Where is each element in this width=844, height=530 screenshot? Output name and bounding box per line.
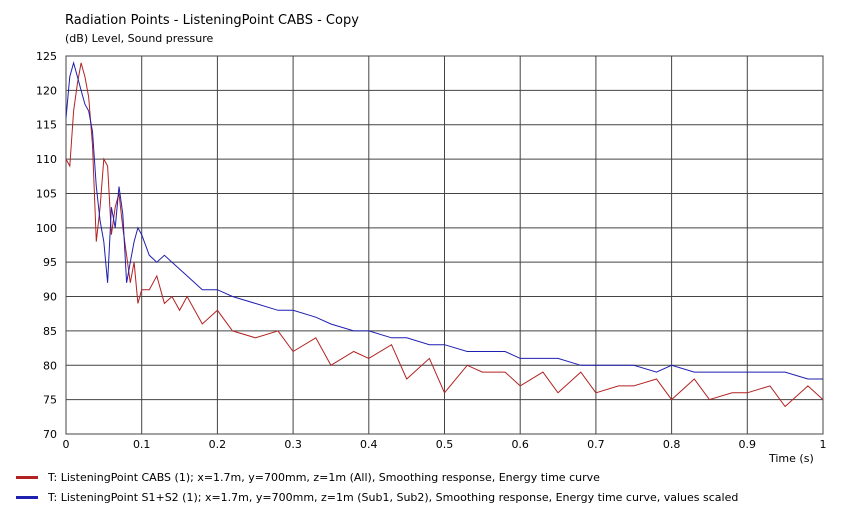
- y-tick-label: 95: [43, 256, 57, 269]
- x-tick-label: 0.3: [284, 438, 302, 451]
- x-tick-label: 0.1: [133, 438, 151, 451]
- y-axis-label: (dB) Level, Sound pressure: [65, 32, 214, 45]
- y-tick-label: 115: [36, 119, 57, 132]
- y-tick-label: 70: [43, 428, 57, 441]
- y-tick-label: 110: [36, 153, 57, 166]
- legend-swatch-2: [16, 496, 38, 499]
- chart-svg: 70 75 80 85 90 95 100 105 110 115 120 125 0 0.1 0.2 0.…: [36, 50, 827, 465]
- y-tick-label: 100: [36, 222, 57, 235]
- y-tick-label: 90: [43, 291, 57, 304]
- legend-item-1: T: ListeningPoint CABS (1); x=1.7m, y=70…: [16, 471, 600, 484]
- y-tick-label: 80: [43, 359, 57, 372]
- x-tick-label: 0.7: [587, 438, 605, 451]
- legend-item-2: T: ListeningPoint S1+S2 (1); x=1.7m, y=7…: [16, 491, 738, 504]
- x-tick-label: 0.9: [739, 438, 757, 451]
- legend-swatch-1: [16, 476, 38, 479]
- series-line-2: [65, 61, 823, 380]
- series-line-1: [65, 62, 824, 408]
- x-tick-label: 1: [820, 438, 827, 451]
- y-tick-label: 125: [36, 50, 57, 63]
- y-tick-label: 120: [36, 84, 57, 97]
- legend-label-1: T: ListeningPoint CABS (1); x=1.7m, y=70…: [48, 471, 600, 484]
- x-tick-label: 0.2: [209, 438, 227, 451]
- x-tick-label: 0: [63, 438, 70, 451]
- plot-area: [65, 61, 824, 408]
- y-tick-label: 75: [43, 394, 57, 407]
- x-tick-label: 0.4: [360, 438, 378, 451]
- y-tick-label: 105: [36, 187, 57, 200]
- chart-title: Radiation Points - ListeningPoint CABS -…: [65, 13, 359, 28]
- y-tick-labels: 70 75 80 85 90 95 100 105 110 115 120 125: [36, 50, 57, 441]
- legend-label-2: T: ListeningPoint S1+S2 (1); x=1.7m, y=7…: [48, 491, 739, 504]
- x-axis-label: Time (s): [768, 452, 814, 465]
- x-tick-label: 0.5: [436, 438, 454, 451]
- x-tick-labels: 0 0.1 0.2 0.3 0.4 0.5 0.6 0.7 0.8 0.9 1: [63, 438, 827, 451]
- x-tick-label: 0.6: [511, 438, 529, 451]
- x-tick-label: 0.8: [663, 438, 681, 451]
- grid: [65, 55, 824, 435]
- y-tick-label: 85: [43, 325, 57, 338]
